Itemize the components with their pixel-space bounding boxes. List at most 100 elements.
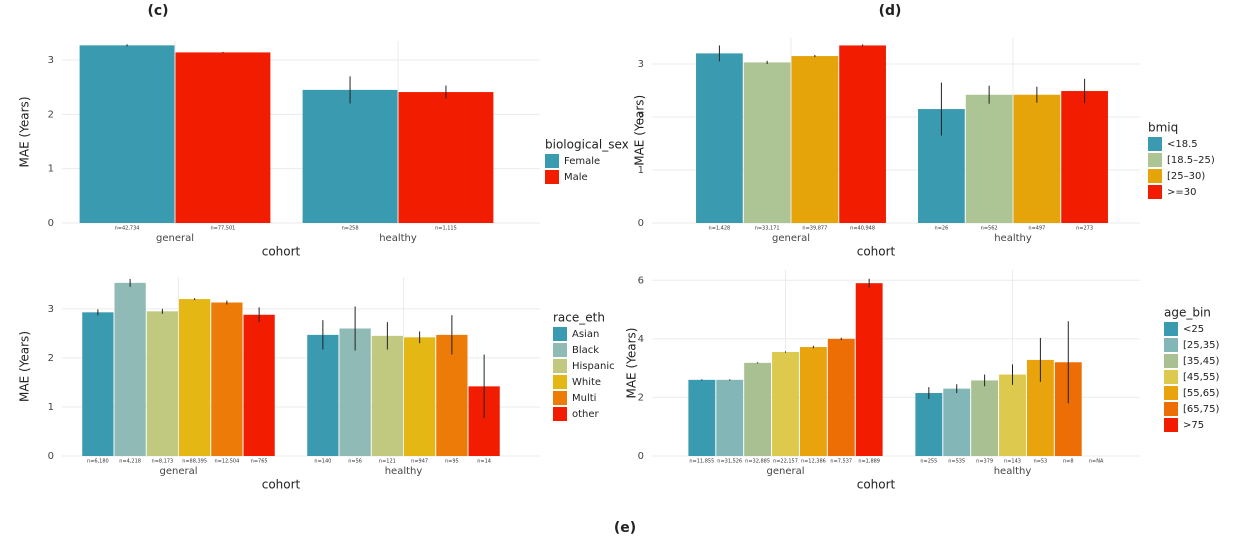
legend-swatch — [1148, 153, 1162, 167]
legend-label: Black — [572, 345, 599, 356]
bar — [398, 92, 494, 223]
legend-swatch — [1164, 418, 1178, 432]
legend-label: Female — [564, 156, 600, 167]
n-label: n=33,171 — [755, 226, 780, 232]
n-label: n=22,157 — [773, 459, 798, 465]
x-tick-label: healthy — [385, 466, 423, 477]
n-label: n=12,504 — [214, 459, 239, 465]
n-label: n=8,173 — [152, 459, 174, 465]
n-label: n=11,855 — [689, 459, 714, 465]
n-label: n=88,395 — [182, 459, 207, 465]
n-label: n=379 — [976, 459, 993, 465]
legend-swatch — [1164, 338, 1178, 352]
legend-label: [35,45) — [1183, 356, 1220, 367]
panel-label: (d) — [879, 3, 902, 19]
n-label: n=95 — [445, 459, 459, 465]
legend-label: [65,75) — [1183, 404, 1220, 415]
n-label: n=56 — [348, 459, 362, 465]
legend-swatch — [545, 170, 559, 184]
x-axis-title: cohort — [262, 245, 301, 259]
bar — [799, 347, 827, 456]
y-tick-label: 3 — [48, 55, 54, 66]
n-label: n=4,218 — [119, 459, 141, 465]
y-tick-label: 0 — [638, 218, 644, 229]
legend-title: biological_sex — [545, 138, 629, 152]
legend-swatch — [1164, 386, 1178, 400]
legend-label: <18.5 — [1167, 139, 1198, 150]
bar — [716, 379, 744, 456]
bar — [243, 314, 275, 456]
bar — [965, 94, 1013, 224]
legend-label: White — [572, 377, 601, 388]
x-axis-title: cohort — [857, 478, 896, 492]
legend-label: <25 — [1183, 324, 1204, 335]
legend-label: [25–30) — [1167, 171, 1205, 182]
legend-swatch — [553, 407, 567, 421]
n-label: n=1,428 — [709, 226, 731, 232]
bar — [307, 334, 339, 456]
n-label: n=77,501 — [211, 226, 236, 232]
y-tick-label: 0 — [638, 451, 644, 462]
legend-label: Multi — [572, 393, 596, 404]
panel-label: (c) — [147, 3, 168, 19]
y-tick-label: 4 — [638, 334, 644, 345]
n-label: n=535 — [948, 459, 965, 465]
n-label: n=1,889 — [858, 459, 880, 465]
bar — [82, 312, 114, 456]
x-tick-label: general — [156, 233, 194, 244]
bar — [1061, 91, 1108, 223]
legend-title: race_eth — [553, 311, 605, 325]
n-label: n=497 — [1028, 226, 1045, 232]
legend-swatch — [553, 391, 567, 405]
bar — [1013, 94, 1061, 224]
bar — [211, 302, 243, 456]
legend-swatch — [545, 154, 559, 168]
legend-swatch — [1148, 169, 1162, 183]
n-label: n=121 — [379, 459, 396, 465]
y-tick-label: 3 — [638, 59, 644, 70]
n-label: n=12,386 — [801, 459, 826, 465]
legend-swatch — [1164, 370, 1178, 384]
n-label: n=NA — [1089, 459, 1104, 465]
bar — [436, 334, 468, 456]
bar — [744, 362, 772, 456]
legend-label: [55,65) — [1183, 388, 1220, 399]
legend-swatch — [1164, 322, 1178, 336]
y-tick-label: 0 — [48, 451, 54, 462]
y-axis-title: MAE (Years) — [633, 95, 647, 166]
x-tick-label: healthy — [994, 233, 1032, 244]
legend-swatch — [1164, 354, 1178, 368]
n-label: n=8 — [1063, 459, 1074, 465]
y-tick-label: 0 — [48, 218, 54, 229]
n-label: n=14 — [477, 459, 491, 465]
legend-swatch — [553, 359, 567, 373]
bar — [839, 45, 886, 224]
bar — [943, 388, 971, 456]
legend-label: [18.5–25) — [1167, 155, 1215, 166]
x-axis-title: cohort — [262, 478, 301, 492]
bar — [404, 337, 436, 456]
y-axis-title: MAE (Years) — [625, 328, 639, 399]
bar — [688, 379, 716, 456]
n-label: n=31,526 — [717, 459, 742, 465]
bar — [855, 283, 883, 456]
n-label: n=42,734 — [115, 226, 140, 232]
x-tick-label: general — [159, 466, 197, 477]
legend-swatch — [1164, 402, 1178, 416]
bar — [179, 299, 211, 456]
bar — [114, 282, 146, 456]
y-tick-label: 1 — [48, 164, 54, 175]
n-label: n=255 — [920, 459, 937, 465]
legend-label: [25,35) — [1183, 340, 1220, 351]
n-label: n=1,115 — [435, 226, 457, 232]
y-axis-title: MAE (Years) — [18, 331, 32, 402]
x-tick-label: healthy — [379, 233, 417, 244]
x-axis-title: cohort — [857, 245, 896, 259]
y-tick-label: 6 — [638, 275, 644, 286]
legend-swatch — [1148, 185, 1162, 199]
n-label: n=140 — [314, 459, 331, 465]
bar — [302, 89, 398, 223]
bar — [175, 52, 271, 224]
legend-title: age_bin — [1164, 306, 1211, 320]
